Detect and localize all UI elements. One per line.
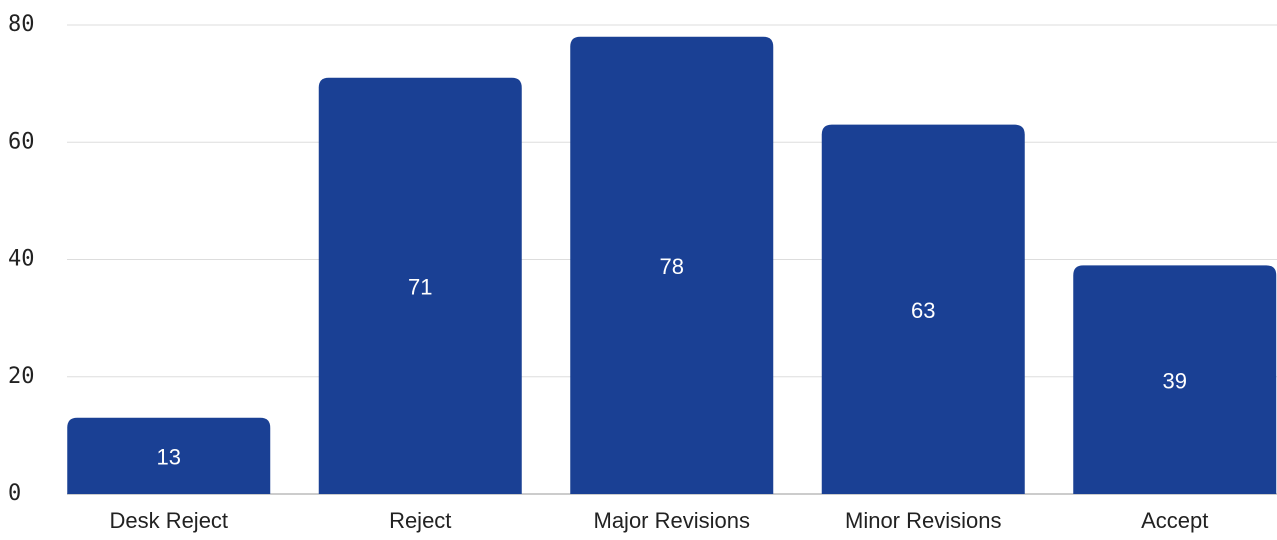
bar <box>570 36 774 494</box>
value-label: 13 <box>157 445 181 470</box>
value-label: 71 <box>408 275 432 300</box>
y-tick-label: 20 <box>8 364 35 389</box>
value-label: 78 <box>660 254 684 279</box>
y-tick-label: 40 <box>8 247 35 272</box>
bar <box>67 417 271 494</box>
bar <box>1073 265 1277 494</box>
x-tick-label: Major Revisions <box>594 508 751 533</box>
y-tick-label: 80 <box>8 12 35 37</box>
value-label: 63 <box>911 298 935 323</box>
y-tick-label: 60 <box>8 129 35 154</box>
x-tick-label: Accept <box>1141 508 1208 533</box>
value-label: 39 <box>1163 368 1187 393</box>
y-tick-label: 0 <box>8 481 21 506</box>
x-tick-label: Minor Revisions <box>845 508 1002 533</box>
bar <box>318 77 522 494</box>
x-tick-label: Reject <box>389 508 451 533</box>
x-tick-label: Desk Reject <box>109 508 228 533</box>
bar <box>821 124 1025 494</box>
